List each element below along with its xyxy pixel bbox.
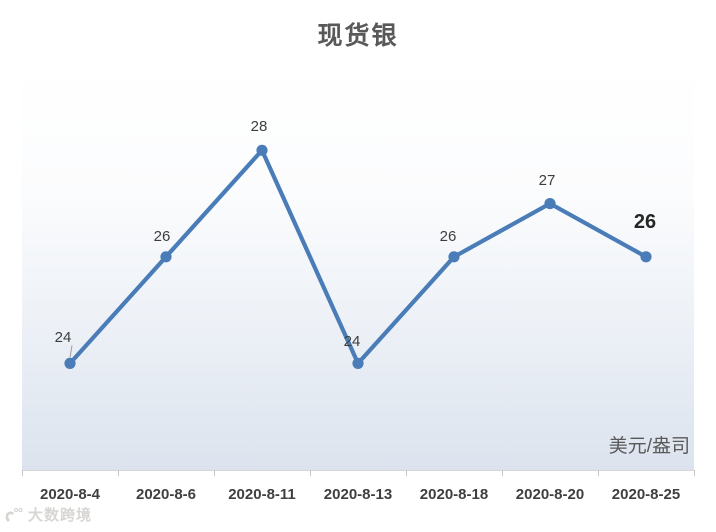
watermark: 大数跨境: [4, 504, 92, 525]
x-axis-line: [22, 470, 694, 471]
x-axis-label: 2020-8-4: [39, 486, 101, 503]
axis-tick: [22, 470, 23, 476]
x-axis-label: 2020-8-13: [323, 486, 393, 503]
axis-tick: [502, 470, 503, 476]
watermark-label: 大数跨境: [28, 507, 93, 524]
x-axis-label: 2020-8-25: [611, 486, 681, 503]
unit-label: 美元/盎司: [608, 436, 690, 457]
data-label: 26: [633, 210, 657, 233]
plot-area: [22, 65, 694, 470]
x-axis-label: 2020-8-20: [515, 486, 585, 503]
chart-title: 现货银: [317, 22, 399, 50]
axis-tick: [598, 470, 599, 476]
x-axis-label: 2020-8-6: [135, 486, 197, 503]
axis-tick: [118, 470, 119, 476]
data-label: 27: [538, 171, 556, 189]
x-axis-label: 2020-8-11: [228, 486, 296, 503]
data-label: 24: [343, 333, 361, 351]
data-label: 28: [250, 118, 268, 136]
data-label: 26: [439, 227, 457, 245]
data-label: 24: [54, 329, 72, 347]
axis-tick: [694, 470, 695, 476]
data-label: 26: [153, 227, 171, 245]
watermark-logo-icon: [5, 507, 23, 522]
axis-tick: [214, 470, 215, 476]
axis-tick: [310, 470, 311, 476]
x-axis-label: 2020-8-18: [419, 486, 489, 503]
axis-tick: [406, 470, 407, 476]
